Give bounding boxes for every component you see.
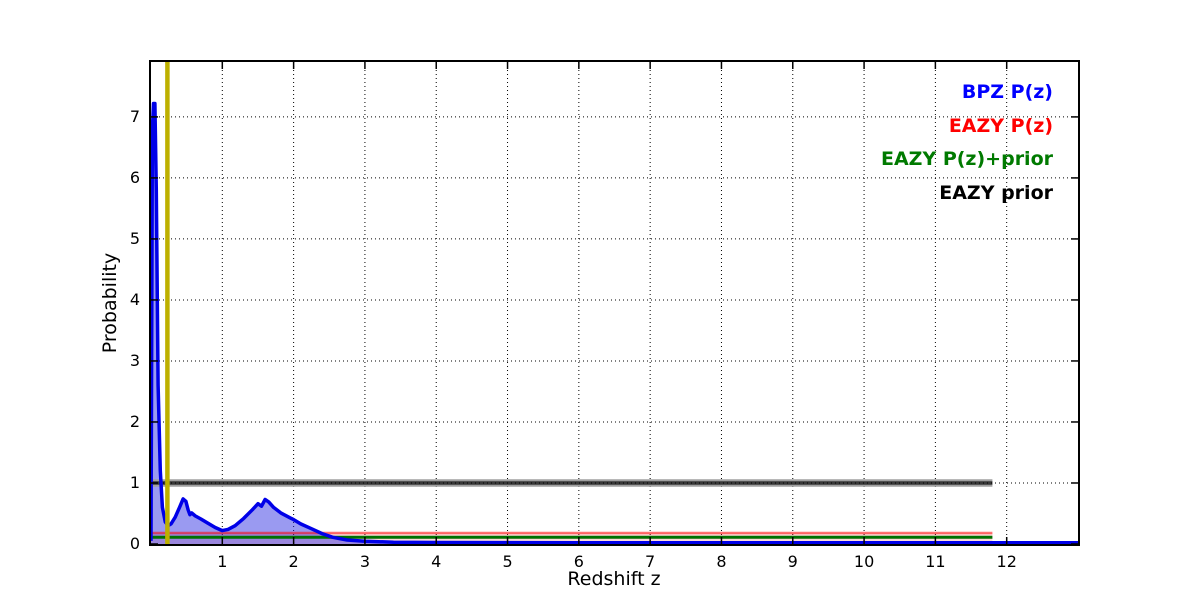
y-axis-label: Probability <box>99 252 121 354</box>
x-tick-label: 11 <box>925 552 946 571</box>
y-tick-label: 3 <box>129 350 140 370</box>
x-tick-label: 9 <box>787 552 798 571</box>
chart-canvas <box>151 62 1078 544</box>
legend-item-bpz-pz: BPZ P(z) <box>961 81 1053 103</box>
y-tick-label: 0 <box>129 534 140 553</box>
legend: BPZ P(z) EAZY P(z) EAZY P(z)+prior EAZY … <box>881 76 1053 210</box>
x-tick-label: 5 <box>502 552 513 571</box>
x-tick-label: 3 <box>359 552 371 571</box>
y-tick-label: 1 <box>129 472 140 492</box>
y-tick-label: 4 <box>129 289 140 309</box>
y-tick-label: 5 <box>129 228 140 248</box>
x-tick-label: 4 <box>431 552 442 571</box>
x-axis-label: Redshift z <box>567 568 661 590</box>
x-tick-label: 6 <box>573 552 584 571</box>
y-tick-label: 6 <box>129 167 140 187</box>
x-tick-label: 2 <box>288 552 299 571</box>
x-tick-label: 8 <box>716 552 727 571</box>
x-tick-label: 1 <box>217 552 228 571</box>
x-tick-label: 7 <box>645 552 656 571</box>
plot-area <box>149 60 1080 546</box>
legend-item-eazy-pz-prior: EAZY P(z)+prior <box>880 148 1053 170</box>
legend-item-eazy-prior: EAZY prior <box>939 181 1053 204</box>
y-tick-label: 7 <box>129 106 140 126</box>
x-tick-label: 10 <box>853 552 875 571</box>
line-BPZ P(z) <box>151 101 1078 544</box>
y-tick-label: 2 <box>129 411 140 431</box>
x-tick-label: 12 <box>996 552 1017 571</box>
legend-item-eazy-pz: EAZY P(z) <box>948 114 1053 137</box>
